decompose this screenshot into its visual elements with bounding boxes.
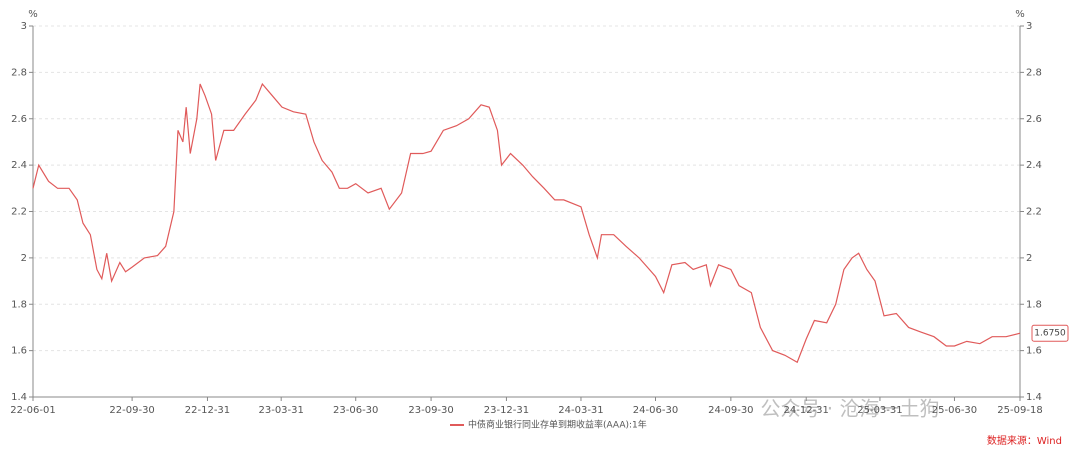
y2-tick-label: 1.4 bbox=[1026, 392, 1042, 403]
value-label-box bbox=[1031, 324, 1069, 342]
y-tick-label: 1.8 bbox=[11, 299, 27, 310]
y2-tick-label: 3 bbox=[1026, 21, 1032, 32]
series-line bbox=[32, 82, 1021, 364]
x-tick-label: 23-12-31 bbox=[484, 405, 529, 416]
y2-unit: % bbox=[1015, 9, 1025, 20]
y2-tick-label: 2 bbox=[1026, 253, 1032, 264]
x-tick-label: 24-12-31 bbox=[784, 405, 829, 416]
y-tick-label: 2.6 bbox=[11, 114, 27, 125]
x-tick-label: 23-06-30 bbox=[333, 405, 378, 416]
x-tick-label: 24-03-31 bbox=[558, 405, 603, 416]
source: 数据来源：Wind bbox=[987, 434, 1062, 447]
y-tick-label: 1.6 bbox=[11, 346, 27, 357]
y2-tick-label: 1.8 bbox=[1026, 299, 1042, 310]
x-tick-label: 22-09-30 bbox=[109, 405, 154, 416]
x-tick-label: 22-06-01 bbox=[10, 405, 55, 416]
x-tick-label: 24-06-30 bbox=[633, 405, 678, 416]
x-tick-label: 23-03-31 bbox=[258, 405, 303, 416]
y-tick-label: 2.8 bbox=[11, 67, 27, 78]
y-tick-label: 2.2 bbox=[11, 207, 27, 218]
y-tick-label: 1.4 bbox=[11, 392, 27, 403]
x-tick-label: 24-09-30 bbox=[708, 405, 753, 416]
y2-tick-label: 1.6 bbox=[1026, 346, 1042, 357]
value-label: 1.6750 bbox=[1034, 329, 1066, 339]
y2-tick-label: 2.4 bbox=[1026, 160, 1042, 171]
y-tick-label: 2 bbox=[21, 253, 27, 264]
x-tick-label: 25-06-30 bbox=[932, 405, 977, 416]
x-tick-label: 25-09-18 bbox=[997, 405, 1042, 416]
watermark: 公众号 · 沧海一土狗 bbox=[760, 397, 939, 421]
y-unit: % bbox=[28, 9, 38, 20]
y-tick-label: 3 bbox=[21, 21, 27, 32]
y2-tick-label: 2.2 bbox=[1026, 207, 1042, 218]
x-tick-label: 23-09-30 bbox=[408, 405, 453, 416]
y-tick-label: 2.4 bbox=[11, 160, 27, 171]
y2-tick-label: 2.8 bbox=[1026, 67, 1042, 78]
x-tick-label: 25-03-31 bbox=[857, 405, 902, 416]
x-tick-label: 22-12-31 bbox=[185, 405, 230, 416]
legend-label: 中债商业银行同业存单到期收益率(AAA):1年 bbox=[468, 419, 647, 431]
y2-tick-label: 2.6 bbox=[1026, 114, 1042, 125]
